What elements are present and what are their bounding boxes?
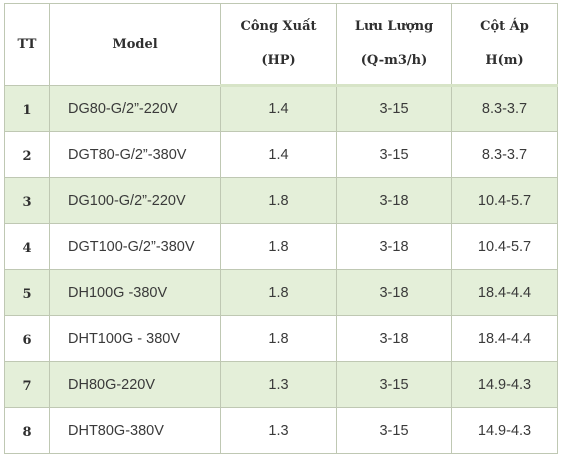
table-body: 1 DG80-G/2”-220V 1.4 3-15 8.3-3.7 2 DGT8… [4, 85, 558, 454]
row-flow: 3-15 [336, 407, 452, 454]
header-tt-label: TT [17, 37, 37, 52]
header-row: TT Model Công Xuất (HP) Lưu Lượng (Q-m3/… [4, 3, 558, 87]
row-model: DG80-G/2”-220V [49, 85, 221, 132]
header-tt: TT [4, 3, 50, 86]
table-row: 3 DG100-G/2”-220V 1.8 3-18 10.4-5.7 [4, 177, 558, 224]
row-model: DG100-G/2”-220V [49, 177, 221, 224]
row-flow: 3-18 [336, 269, 452, 316]
header-power-unit: (HP) [261, 53, 296, 68]
row-power: 1.4 [220, 131, 337, 178]
row-head: 8.3-3.7 [451, 85, 558, 132]
table-row: 8 DHT80G-380V 1.3 3-15 14.9-4.3 [4, 407, 558, 454]
row-power: 1.8 [220, 269, 337, 316]
header-flow: Lưu Lượng (Q-m3/h) [336, 3, 452, 87]
header-head: Cột Áp H(m) [451, 3, 558, 87]
row-number: 4 [4, 223, 50, 270]
header-power: Công Xuất (HP) [220, 3, 337, 87]
row-number: 1 [4, 85, 50, 132]
row-number: 7 [4, 361, 50, 408]
row-head: 18.4-4.4 [451, 315, 558, 362]
header-head-label: Cột Áp [480, 19, 529, 34]
row-head: 8.3-3.7 [451, 131, 558, 178]
header-model: Model [49, 3, 221, 86]
header-flow-label: Lưu Lượng [354, 19, 434, 34]
header-model-label: Model [112, 37, 158, 52]
table-row: 7 DH80G-220V 1.3 3-15 14.9-4.3 [4, 361, 558, 408]
row-number: 5 [4, 269, 50, 316]
table-row: 2 DGT80-G/2”-380V 1.4 3-15 8.3-3.7 [4, 131, 558, 178]
row-power: 1.8 [220, 223, 337, 270]
row-model: DHT80G-380V [49, 407, 221, 454]
row-head: 18.4-4.4 [451, 269, 558, 316]
header-flow-unit: (Q-m3/h) [360, 53, 428, 68]
row-power: 1.4 [220, 85, 337, 132]
table-row: 5 DH100G -380V 1.8 3-18 18.4-4.4 [4, 269, 558, 316]
table-row: 1 DG80-G/2”-220V 1.4 3-15 8.3-3.7 [4, 85, 558, 132]
table-row: 6 DHT100G - 380V 1.8 3-18 18.4-4.4 [4, 315, 558, 362]
row-head: 14.9-4.3 [451, 361, 558, 408]
row-number: 2 [4, 131, 50, 178]
row-number: 6 [4, 315, 50, 362]
row-model: DGT80-G/2”-380V [49, 131, 221, 178]
row-number: 3 [4, 177, 50, 224]
row-flow: 3-15 [336, 85, 452, 132]
header-power-label: Công Xuất [240, 19, 317, 34]
row-power: 1.8 [220, 177, 337, 224]
row-flow: 3-18 [336, 223, 452, 270]
row-flow: 3-18 [336, 177, 452, 224]
row-head: 14.9-4.3 [451, 407, 558, 454]
pump-spec-table: TT Model Công Xuất (HP) Lưu Lượng (Q-m3/… [4, 3, 558, 454]
row-head: 10.4-5.7 [451, 223, 558, 270]
pump-spec-page: TT Model Công Xuất (HP) Lưu Lượng (Q-m3/… [4, 3, 558, 454]
row-flow: 3-15 [336, 131, 452, 178]
row-power: 1.3 [220, 361, 337, 408]
row-flow: 3-18 [336, 315, 452, 362]
table-header: TT Model Công Xuất (HP) Lưu Lượng (Q-m3/… [4, 3, 558, 87]
row-number: 8 [4, 407, 50, 454]
row-model: DH80G-220V [49, 361, 221, 408]
row-model: DGT100-G/2”-380V [49, 223, 221, 270]
row-power: 1.8 [220, 315, 337, 362]
row-model: DH100G -380V [49, 269, 221, 316]
header-head-unit: H(m) [485, 53, 524, 68]
row-model: DHT100G - 380V [49, 315, 221, 362]
row-flow: 3-15 [336, 361, 452, 408]
row-head: 10.4-5.7 [451, 177, 558, 224]
table-row: 4 DGT100-G/2”-380V 1.8 3-18 10.4-5.7 [4, 223, 558, 270]
row-power: 1.3 [220, 407, 337, 454]
